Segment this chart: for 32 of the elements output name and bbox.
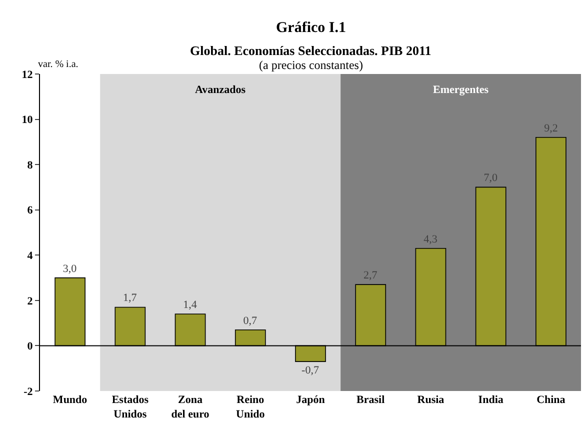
y-tick-label: 12 — [22, 68, 34, 81]
y-axis-title: var. % i.a. — [38, 59, 78, 70]
x-tick-label: Estados Unidos — [112, 394, 150, 420]
band-label: Avanzados — [195, 84, 246, 96]
text: (a precios constantes) — [259, 58, 363, 72]
y-tick-label: 4 — [27, 250, 34, 262]
y-tick-label: 0 — [27, 340, 34, 353]
chart-subtitle: Global. Economías Seleccionadas. PIB 2011 — [190, 43, 432, 58]
data-label: 4,3 — [424, 233, 438, 246]
x-tick-label: Mundo — [52, 394, 88, 406]
y-tick-label: 10 — [22, 114, 34, 126]
x-tick-label: China — [536, 394, 566, 406]
x-tick-label: India — [478, 394, 504, 406]
x-tick-label: Zona del euro — [171, 394, 210, 420]
y-tick-label: 2 — [27, 295, 34, 308]
y-tick-label: 8 — [27, 159, 34, 172]
band-label: Emergentes — [433, 84, 490, 96]
y-tick-label: 6 — [27, 204, 34, 217]
x-tick-label: Brasil — [356, 394, 385, 406]
x-tick-label: Rusia — [417, 394, 445, 406]
data-label: 3,0 — [62, 262, 78, 275]
data-label: 1,4 — [183, 299, 198, 312]
x-tick-label: Japón — [296, 394, 325, 406]
data-label: 2,7 — [363, 270, 378, 282]
data-label: 1,7 — [123, 292, 138, 304]
data-label: 0,7 — [243, 314, 258, 327]
x-tick-label: Reino Unido — [236, 394, 266, 420]
data-label: -0,7 — [302, 364, 320, 377]
data-label: 7,0 — [484, 172, 498, 184]
y-tick-label: -2 — [24, 386, 34, 398]
chart-title: Gráfico I.1 — [276, 20, 346, 36]
data-label: 9,2 — [544, 122, 558, 134]
